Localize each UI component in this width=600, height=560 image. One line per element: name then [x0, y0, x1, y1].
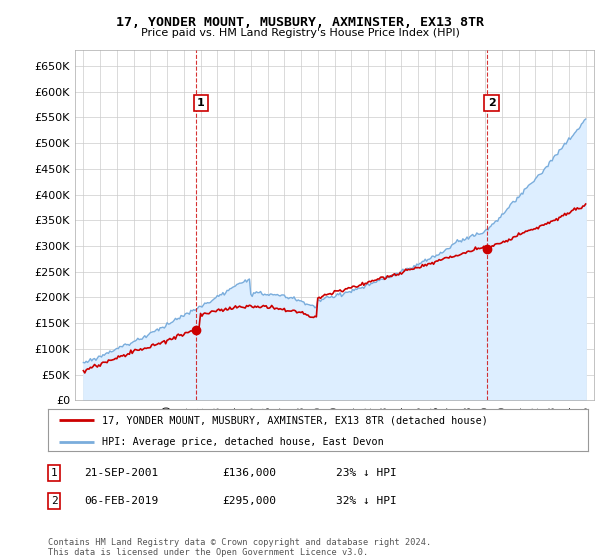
Text: 17, YONDER MOUNT, MUSBURY, AXMINSTER, EX13 8TR (detached house): 17, YONDER MOUNT, MUSBURY, AXMINSTER, EX…	[102, 415, 488, 425]
Text: HPI: Average price, detached house, East Devon: HPI: Average price, detached house, East…	[102, 437, 384, 446]
Text: 17, YONDER MOUNT, MUSBURY, AXMINSTER, EX13 8TR: 17, YONDER MOUNT, MUSBURY, AXMINSTER, EX…	[116, 16, 484, 29]
Text: 2: 2	[488, 98, 496, 108]
Text: 2: 2	[50, 496, 58, 506]
Text: 23% ↓ HPI: 23% ↓ HPI	[336, 468, 397, 478]
Text: 06-FEB-2019: 06-FEB-2019	[84, 496, 158, 506]
Text: 21-SEP-2001: 21-SEP-2001	[84, 468, 158, 478]
Text: 1: 1	[50, 468, 58, 478]
Text: 32% ↓ HPI: 32% ↓ HPI	[336, 496, 397, 506]
Text: 1: 1	[197, 98, 205, 108]
Text: £136,000: £136,000	[222, 468, 276, 478]
Text: Contains HM Land Registry data © Crown copyright and database right 2024.
This d: Contains HM Land Registry data © Crown c…	[48, 538, 431, 557]
Text: £295,000: £295,000	[222, 496, 276, 506]
Text: Price paid vs. HM Land Registry's House Price Index (HPI): Price paid vs. HM Land Registry's House …	[140, 28, 460, 38]
